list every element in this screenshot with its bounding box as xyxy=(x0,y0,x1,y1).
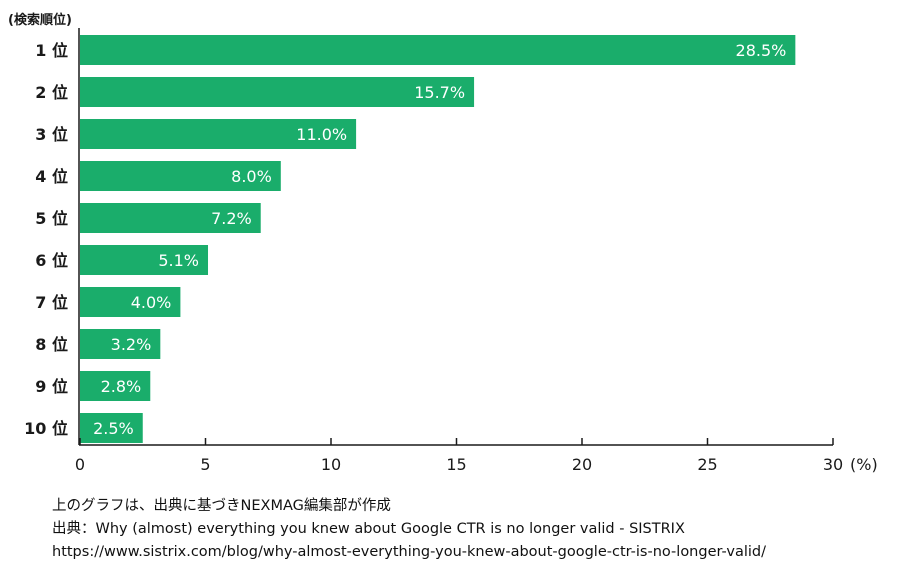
value-label-rank-8: 3.2% xyxy=(111,335,152,354)
x-tick-label-15: 15 xyxy=(446,455,466,474)
x-axis-title: (%) xyxy=(850,455,878,474)
value-label-rank-3: 11.0% xyxy=(296,125,347,144)
category-label-rank-10: 10 位 xyxy=(24,419,68,438)
x-tick-label-10: 10 xyxy=(321,455,341,474)
value-label-rank-1: 28.5% xyxy=(736,41,787,60)
value-label-rank-9: 2.8% xyxy=(101,377,142,396)
category-label-rank-1: 1 位 xyxy=(35,41,68,60)
x-tick-label-25: 25 xyxy=(697,455,717,474)
footnote-url: https://www.sistrix.com/blog/why-almost-… xyxy=(52,544,766,560)
x-tick-label-20: 20 xyxy=(572,455,592,474)
value-label-rank-2: 15.7% xyxy=(414,83,465,102)
category-label-rank-5: 5 位 xyxy=(35,209,68,228)
value-label-rank-7: 4.0% xyxy=(131,293,172,312)
x-ticks-group: 0 5 10 15 20 25 30 xyxy=(75,438,843,474)
bar-rank-5 xyxy=(80,203,261,233)
bar-rank-10 xyxy=(80,413,143,443)
value-label-rank-4: 8.0% xyxy=(231,167,272,186)
bar-rank-1 xyxy=(80,35,796,65)
bars-group: 28.5% 1 位 15.7% 2 位 11.0% 3 位 8.0% 4 位 7.2% 5 位 5.… xyxy=(24,35,796,443)
footnote-source: 出典：Why (almost) everything you knew abou… xyxy=(52,521,685,537)
category-label-rank-2: 2 位 xyxy=(35,83,68,102)
category-label-rank-3: 3 位 xyxy=(35,125,68,144)
bar-rank-6 xyxy=(80,245,209,275)
bar-rank-7 xyxy=(80,287,181,317)
category-label-rank-6: 6 位 xyxy=(35,251,68,270)
bar-rank-4 xyxy=(80,161,281,191)
value-label-rank-5: 7.2% xyxy=(211,209,252,228)
category-label-rank-8: 8 位 xyxy=(35,335,68,354)
category-label-rank-9: 9 位 xyxy=(35,377,68,396)
x-tick-label-30: 30 xyxy=(823,455,843,474)
x-tick-label-5: 5 xyxy=(200,455,210,474)
x-tick-label-0: 0 xyxy=(75,455,85,474)
value-label-rank-10: 2.5% xyxy=(93,419,134,438)
category-label-rank-4: 4 位 xyxy=(35,167,68,186)
category-label-rank-7: 7 位 xyxy=(35,293,68,312)
value-label-rank-6: 5.1% xyxy=(158,251,199,270)
bar-rank-9 xyxy=(80,371,151,401)
y-axis-title: (検索順位) xyxy=(8,12,72,28)
bar-rank-2 xyxy=(80,77,475,107)
footnote-credit: 上のグラフは、出典に基づきNEXMAG編集部が作成 xyxy=(52,498,391,514)
bar-rank-3 xyxy=(80,119,357,149)
ctr-bar-chart: (検索順位) 28.5% 1 位 15.7% 2 位 11.0% 3 位 8.0% 4 位 7.… xyxy=(8,12,878,474)
bar-rank-8 xyxy=(80,329,161,359)
